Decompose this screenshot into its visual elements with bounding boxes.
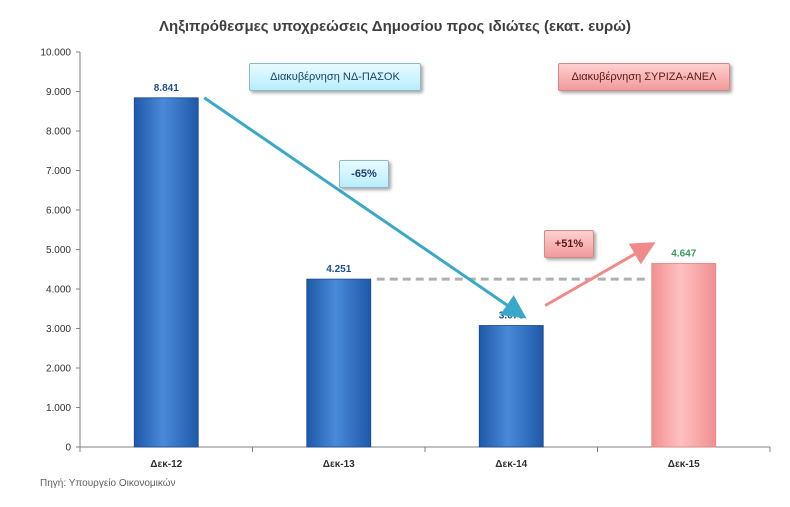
y-tick-label: 0 (65, 443, 71, 454)
y-tick-label: 3.000 (46, 324, 71, 335)
y-tick-label: 6.000 (46, 206, 71, 217)
decrease-arrow (203, 96, 527, 319)
y-tick-label: 1.000 (46, 403, 71, 414)
y-tick-label: 7.000 (46, 166, 71, 177)
bar-Δεκ-14 (478, 325, 544, 448)
x-tick-label: Δεκ-13 (323, 459, 355, 470)
y-tick-label: 8.000 (46, 127, 71, 138)
annotation-increase: +51% (544, 230, 594, 258)
annotation-syriza-anel: Διακυβέρνηση ΣΥΡΙΖΑ-ΑΝΕΛ (558, 63, 730, 91)
bar-Δεκ-12 (133, 97, 199, 448)
data-label: 3.076 (499, 310, 524, 321)
chart-title: Ληξιπρόθεσμες υποχρεώσεις Δημοσίου προς … (159, 18, 631, 35)
y-tick-label: 2.000 (46, 364, 71, 375)
increase-arrow (544, 242, 656, 307)
y-tick-label: 5.000 (46, 245, 71, 256)
data-label: 4.251 (326, 264, 351, 275)
annotation-decrease: -65% (339, 160, 389, 188)
x-tick-label: Δεκ-15 (668, 459, 700, 470)
x-tick-label: Δεκ-14 (495, 459, 527, 470)
x-tick-label: Δεκ-12 (150, 459, 182, 470)
y-tick-label: 4.000 (46, 285, 71, 296)
annotation-nd-pasok: Διακυβέρνηση ΝΔ-ΠΑΣΟΚ (249, 63, 421, 91)
y-tick-label: 9.000 (46, 87, 71, 98)
y-tick-label: 10.000 (40, 48, 71, 59)
data-label: 4.647 (671, 248, 696, 259)
bar-Δεκ-15 (651, 263, 717, 448)
data-label: 8.841 (154, 83, 179, 94)
source-note: Πηγή: Υπουργείο Οικονομικών (40, 478, 176, 489)
bar-Δεκ-13 (306, 278, 372, 448)
